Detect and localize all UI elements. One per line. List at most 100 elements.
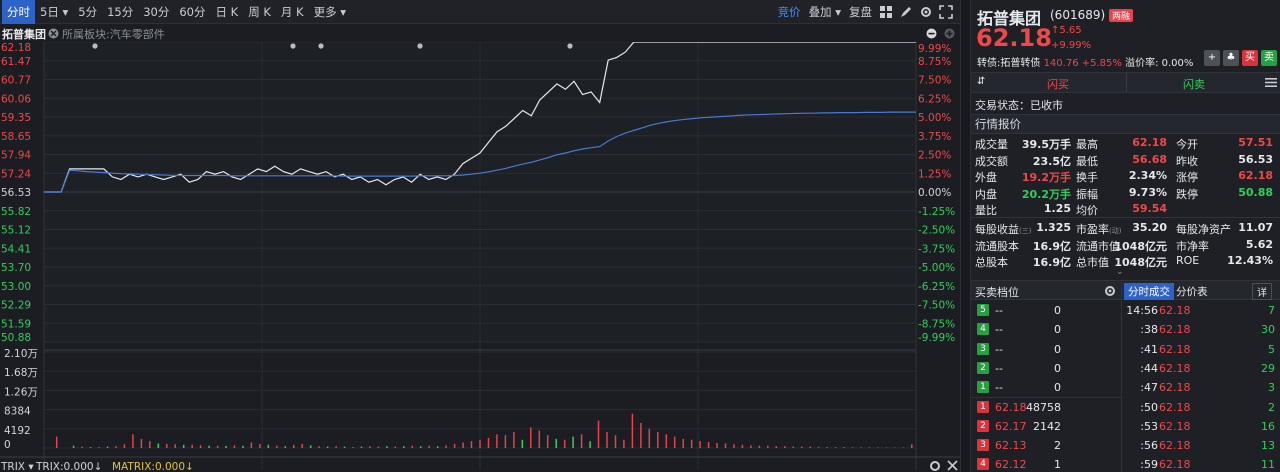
bond-price: 140.76 (1043, 58, 1079, 69)
trade-row: :38 62.18 30 (1122, 321, 1280, 339)
event-marker-icon[interactable] (290, 43, 296, 49)
settings-icon[interactable] (919, 5, 933, 19)
price-tick-label: 55.82 (1, 206, 31, 218)
fundamental-value: 5.62 (1245, 237, 1273, 251)
premium-rate: 溢价率: 0.00% (1125, 58, 1194, 69)
pct-tick-label: 1.25% (918, 168, 951, 180)
ask-row[interactable]: 4 -- 0 (971, 321, 1121, 339)
quote-value: 9.73% (1128, 185, 1167, 199)
tab-period-0[interactable]: 分时 (2, 0, 35, 24)
expand-icon[interactable]: ⇵ (977, 76, 986, 87)
flash-sell-button[interactable]: 闪卖 (1183, 78, 1205, 91)
tab-period-4[interactable]: 30分 (143, 4, 170, 19)
bid-row[interactable]: 1 62.18 48758 (971, 399, 1121, 417)
tab-period-5[interactable]: 60分 (179, 4, 206, 19)
bond-label[interactable]: 转债:拓普转债 (977, 58, 1041, 69)
period-toolbar: 分时 5日 ▾ 5分 15分 30分 60分日 K 周 K 月 K 更多 ▾ 竞价 叠加 ▾ 复… (0, 0, 960, 24)
tab-period-8[interactable]: 月 K (280, 4, 304, 19)
price-tick-label: 57.24 (1, 168, 31, 180)
bid-auction-button[interactable]: 竞价 (777, 5, 801, 19)
tab-period-6[interactable]: 日 K (215, 4, 239, 19)
fundamental-value: 35.20 (1132, 221, 1167, 234)
level-price: -- (995, 342, 1003, 356)
pct-tick-label: 0.00% (918, 187, 951, 199)
bid-row[interactable]: 4 62.12 1 (971, 456, 1121, 472)
chart-stock-name: 拓普集团 (2, 28, 46, 41)
level-price: -- (995, 304, 1003, 317)
detail-button[interactable]: 详 (1252, 283, 1272, 300)
grid-icon[interactable] (879, 5, 893, 19)
alert-button[interactable]: ♣ (1223, 50, 1239, 66)
quote-label: 涨停 (1176, 171, 1198, 184)
plus-icon[interactable] (944, 28, 955, 39)
trade-volume: 11 (1261, 458, 1275, 472)
trade-time: :53 (1140, 419, 1158, 433)
event-marker-icon[interactable] (318, 43, 324, 49)
divider (1126, 73, 1127, 92)
minus-icon[interactable] (926, 28, 937, 39)
indicator-selector[interactable]: TRIX ▾ (0, 461, 34, 472)
last-price: 62.18 (976, 24, 1052, 52)
fundamental-value: 1048亿元 (1114, 239, 1167, 253)
trade-time: :47 (1140, 381, 1158, 395)
price-tick-label: 55.12 (1, 225, 31, 237)
intraday-chart[interactable]: 62.18 61.47 60.77 60.06 59.35 58.65 57.94 57.24… (0, 42, 960, 472)
level-badge: 3 (977, 439, 989, 452)
indicator-close-icon[interactable] (947, 460, 958, 471)
quote-label: 换手 (1076, 171, 1098, 184)
collapse-chevron-icon[interactable]: ⌄ (1116, 267, 1124, 277)
add-watchlist-button[interactable]: + (1204, 50, 1220, 66)
event-marker-icon[interactable] (92, 43, 98, 49)
panel-divider[interactable] (960, 0, 970, 472)
trade-volume: 30 (1261, 323, 1275, 337)
buy-button[interactable]: 买 (1242, 50, 1258, 66)
quote-value: 50.88 (1238, 185, 1273, 199)
pct-tick-label: -1.25% (918, 206, 955, 218)
level-quantity: 0 (1054, 381, 1061, 395)
price-tick-label: 53.00 (1, 281, 31, 293)
trade-price: 62.18 (1159, 361, 1191, 375)
replay-button[interactable]: 复盘 (849, 5, 872, 19)
bid-row[interactable]: 3 62.13 2 (971, 437, 1121, 455)
sector-label[interactable]: 所属板块:汽车零部件 (62, 28, 165, 41)
overlay-dropdown[interactable]: 叠加 ▾ (808, 5, 841, 19)
sell-button[interactable]: 卖 (1261, 50, 1277, 66)
ask-row[interactable]: 5 -- 0 (971, 302, 1121, 320)
tab-period-1[interactable]: 5日 ▾ (40, 4, 69, 19)
level-price: -- (995, 381, 1003, 395)
ask-row[interactable]: 1 -- 0 (971, 379, 1121, 397)
quote-value: 19.2万手 (1021, 171, 1071, 184)
tab-price-table[interactable]: 分价表 (1176, 286, 1208, 298)
trade-price: 62.18 (1159, 400, 1191, 414)
tab-period-2[interactable]: 5分 (78, 4, 98, 19)
event-marker-icon[interactable] (417, 43, 423, 49)
tab-period-7[interactable]: 周 K (248, 4, 271, 19)
trade-price: 62.18 (1159, 342, 1191, 356)
tab-period-3[interactable]: 15分 (107, 4, 134, 19)
price-tick-label: 61.47 (1, 56, 31, 68)
quote-value: 62.18 (1238, 169, 1273, 182)
orderbook-settings-icon[interactable] (1104, 285, 1116, 297)
draw-pen-icon[interactable] (899, 5, 913, 19)
quote-label: 最低 (1076, 154, 1098, 168)
fundamental-label: 每股收益(三) (975, 221, 1031, 237)
ask-row[interactable]: 2 -- 0 (971, 360, 1121, 378)
flash-buy-button[interactable]: 闪买 (1047, 78, 1069, 91)
tab-period-9[interactable]: 更多 ▾ (313, 4, 347, 19)
event-marker-icon[interactable] (567, 43, 573, 49)
level-price: 62.13 (995, 439, 1027, 453)
fullscreen-icon[interactable] (939, 5, 953, 19)
indicator-settings-icon[interactable] (930, 461, 940, 471)
ask-row[interactable]: 3 -- 0 (971, 341, 1121, 359)
menu-icon[interactable] (1265, 77, 1277, 88)
price-tick-label: 60.77 (1, 75, 31, 87)
close-icon[interactable] (48, 28, 59, 39)
quote-panel: 拓普集团 (601689) 两融 62.18 ↑5.65 +9.99% + ♣ 买卖… (970, 0, 1280, 472)
trade-time: 14:56 (1126, 304, 1158, 317)
price-tick-label: 50.88 (1, 332, 31, 344)
level-badge: 2 (977, 419, 989, 432)
fundamental-label-sup: (三) (1019, 227, 1032, 235)
bid-row[interactable]: 2 62.17 2142 (971, 418, 1121, 436)
tab-time-trades[interactable]: 分时成交 (1124, 283, 1174, 300)
arrow-up-icon: ↑ (1051, 25, 1060, 36)
